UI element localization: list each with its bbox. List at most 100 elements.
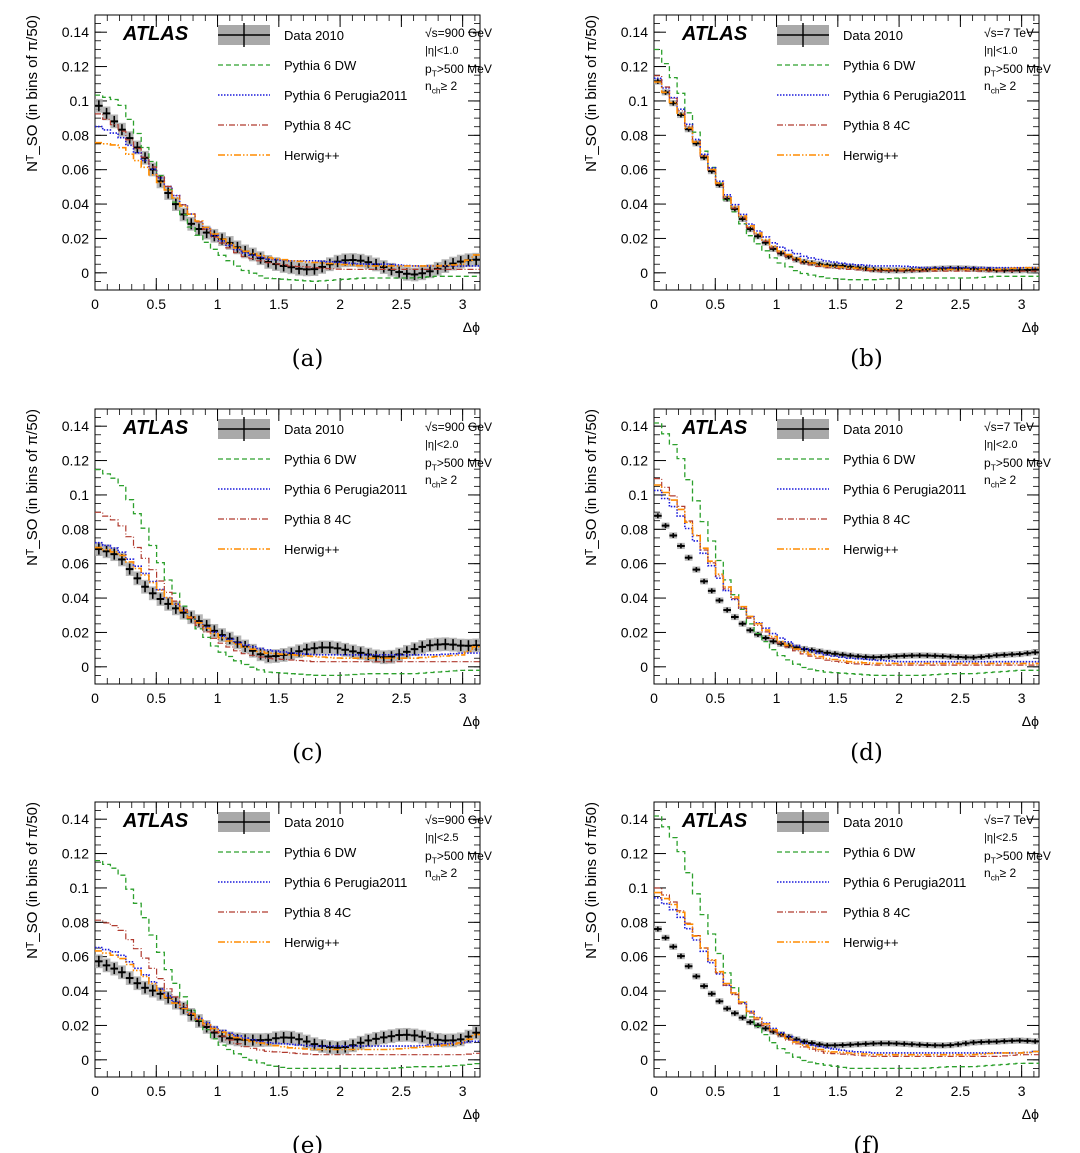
eta-cut-label: |η|<2.0 [984, 439, 1018, 451]
pt-cut-label: pT>500 MeV [984, 849, 1051, 866]
x-tick-label: 0 [650, 690, 658, 706]
plot-area [654, 815, 1039, 1070]
y-tick-label: 0.14 [621, 24, 648, 40]
panel-label: (d) [850, 740, 883, 766]
plot-area [654, 422, 1039, 677]
y-tick-label: 0.08 [621, 914, 648, 930]
series-line-p8 [95, 919, 480, 1056]
atlas-label: ATLAS [681, 810, 748, 832]
panel-label: (f) [853, 1133, 879, 1153]
chart-panel-a: 0 0.02 0.04 0.06 0.08 0.1 0.12 0.14 0 0.5 1 1.5 2 2.5… [24, 14, 492, 372]
x-tick-label: 0.5 [147, 296, 167, 312]
x-tick-label: 3 [1018, 296, 1026, 312]
x-tick-label: 3 [459, 1083, 467, 1099]
atlas-label: ATLAS [122, 417, 189, 439]
y-tick-label: 0.12 [62, 846, 89, 862]
y-tick-label: 0.14 [621, 811, 648, 827]
legend-label: Herwig++ [284, 148, 340, 163]
chart-panel-f: 0 0.02 0.04 0.06 0.08 0.1 0.12 0.14 0 0.5 1 1.5 2 2.5… [583, 801, 1051, 1153]
x-tick-label: 0 [650, 1083, 658, 1099]
x-tick-label: 0.5 [706, 296, 726, 312]
eta-cut-label: |η|<2.0 [425, 439, 459, 451]
x-axis-label: Δϕ [463, 319, 480, 335]
series-line-p8 [654, 478, 1039, 666]
energy-label: √s=900 GeV [425, 420, 492, 434]
series-line-herwig [654, 81, 1039, 271]
y-tick-label: 0 [640, 659, 648, 675]
legend-label: Pythia 6 DW [843, 452, 916, 467]
y-tick-label: 0.06 [621, 162, 648, 178]
x-tick-label: 1 [773, 296, 781, 312]
x-tick-label: 3 [1018, 1083, 1026, 1099]
panel-label: (a) [292, 346, 324, 372]
y-tick-label: 0 [81, 1052, 89, 1068]
y-tick-label: 0.02 [621, 230, 648, 246]
x-tick-label: 1 [773, 1083, 781, 1099]
legend-label: Pythia 6 Perugia2011 [284, 875, 407, 890]
legend-label: Pythia 6 Perugia2011 [284, 88, 407, 103]
series-line-p8 [95, 113, 480, 270]
y-tick-label: 0.06 [621, 949, 648, 965]
x-tick-label: 2 [336, 1083, 344, 1099]
panel-label: (e) [292, 1133, 324, 1153]
pt-cut-label: pT>500 MeV [984, 456, 1051, 473]
y-tick-label: 0.04 [62, 196, 89, 212]
pt-cut-label: pT>500 MeV [425, 62, 492, 79]
y-tick-label: 0.02 [621, 1017, 648, 1033]
x-tick-label: 0.5 [706, 1083, 726, 1099]
x-tick-label: 0 [650, 296, 658, 312]
y-tick-label: 0.08 [62, 914, 89, 930]
atlas-label: ATLAS [681, 23, 748, 45]
x-axis-label: Δϕ [463, 1106, 480, 1122]
atlas-label: ATLAS [122, 23, 189, 45]
x-tick-label: 1.5 [828, 690, 848, 706]
y-tick-label: 0.02 [62, 624, 89, 640]
x-tick-label: 2 [895, 1083, 903, 1099]
y-axis-label: Nᵀ_SO (in bins of π/50) [583, 15, 600, 172]
y-tick-label: 0.04 [621, 983, 648, 999]
legend-label: Data 2010 [284, 28, 344, 43]
legend-label: Herwig++ [284, 542, 340, 557]
x-tick-label: 1.5 [269, 690, 289, 706]
y-tick-label: 0.02 [621, 624, 648, 640]
energy-label: √s=7 TeV [984, 420, 1034, 434]
y-axis-label: Nᵀ_SO (in bins of π/50) [583, 802, 600, 959]
series-line-p8 [654, 887, 1039, 1057]
y-tick-label: 0.14 [62, 811, 89, 827]
energy-label: √s=900 GeV [425, 26, 492, 40]
plot-area [95, 859, 480, 1070]
y-tick-label: 0.14 [62, 24, 89, 40]
x-tick-label: 1 [214, 690, 222, 706]
plot-area [95, 468, 480, 677]
y-tick-label: 0.12 [62, 453, 89, 469]
x-tick-label: 3 [1018, 690, 1026, 706]
legend-label: Data 2010 [284, 815, 344, 830]
energy-label: √s=7 TeV [984, 26, 1034, 40]
eta-cut-label: |η|<2.5 [984, 832, 1018, 844]
legend-label: Data 2010 [284, 422, 344, 437]
x-axis-label: Δϕ [463, 713, 480, 729]
x-tick-label: 1 [773, 690, 781, 706]
series-line-dw [95, 94, 480, 282]
y-tick-label: 0.12 [62, 59, 89, 75]
legend-label: Pythia 8 4C [284, 118, 351, 133]
legend-label: Pythia 8 4C [843, 905, 910, 920]
energy-label: √s=7 TeV [984, 813, 1034, 827]
legend-label: Data 2010 [843, 815, 903, 830]
x-tick-label: 1.5 [828, 296, 848, 312]
x-tick-label: 1 [214, 1083, 222, 1099]
y-axis-label: Nᵀ_SO (in bins of π/50) [583, 409, 600, 566]
nch-cut-label: nch≥ 2 [425, 79, 457, 96]
legend-label: Herwig++ [843, 148, 899, 163]
series-line-perugia [95, 125, 480, 267]
y-tick-label: 0.02 [62, 230, 89, 246]
panel-label: (c) [292, 740, 323, 766]
legend-label: Pythia 6 Perugia2011 [843, 482, 966, 497]
y-tick-label: 0.12 [621, 59, 648, 75]
x-tick-label: 2.5 [392, 1083, 412, 1099]
legend-label: Data 2010 [843, 422, 903, 437]
x-tick-label: 1.5 [828, 1083, 848, 1099]
chart-panel-e: 0 0.02 0.04 0.06 0.08 0.1 0.12 0.14 0 0.5 1 1.5 2 2.5… [24, 801, 492, 1153]
panel-label: (b) [850, 346, 883, 372]
x-axis-label: Δϕ [1022, 319, 1039, 335]
